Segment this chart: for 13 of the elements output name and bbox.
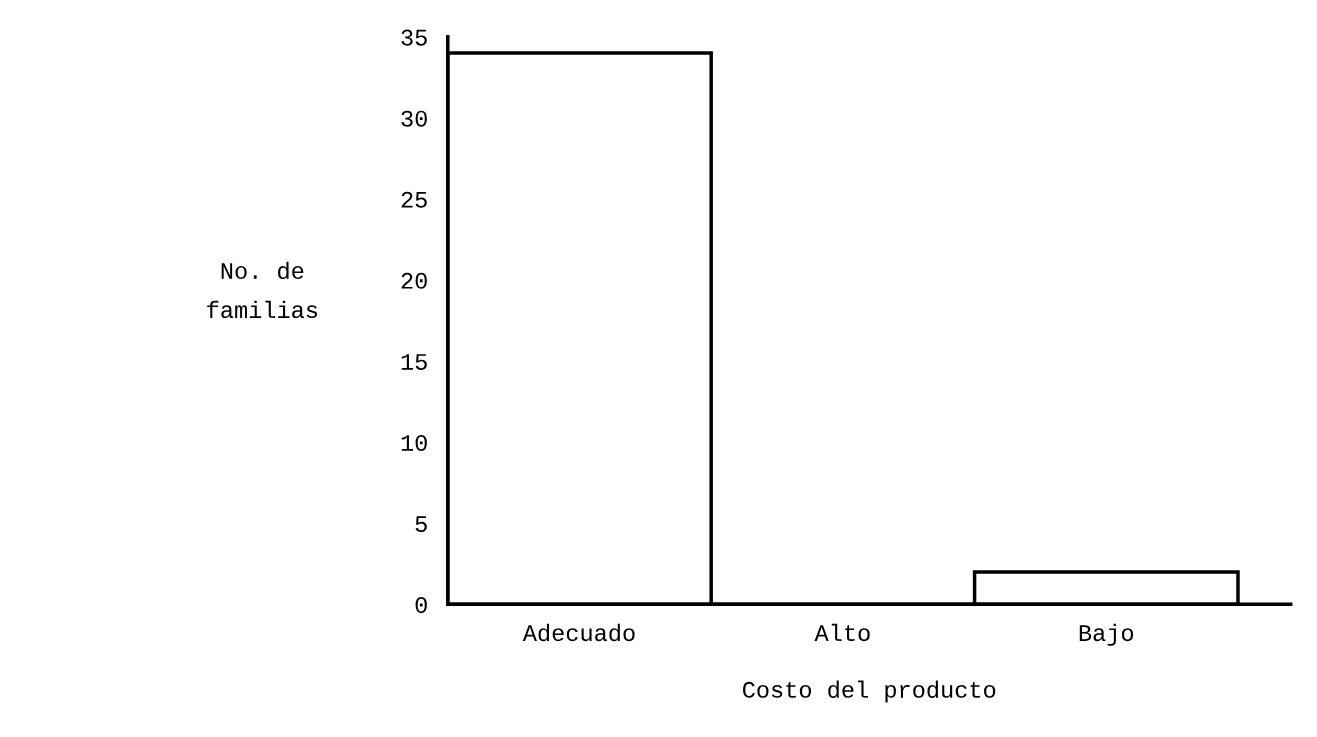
- y-tick-label: 25: [401, 191, 427, 208]
- y-axis-title: No. de familias: [207, 261, 318, 319]
- x-axis-title: Costo del producto: [742, 680, 996, 703]
- x-tick-label: Adecuado: [522, 623, 635, 642]
- y-tick-label: 10: [401, 434, 427, 451]
- y-tick-label: 0: [415, 597, 427, 614]
- y-tick-label: 5: [415, 516, 427, 533]
- y-tick-label: 20: [401, 272, 427, 289]
- x-tick-label: Bajo: [1079, 623, 1134, 646]
- y-tick-label: 15: [401, 354, 427, 370]
- y-tick-label: 30: [401, 110, 427, 127]
- y-tick-label: 35: [401, 29, 427, 46]
- x-tick-label: Alto: [814, 623, 870, 642]
